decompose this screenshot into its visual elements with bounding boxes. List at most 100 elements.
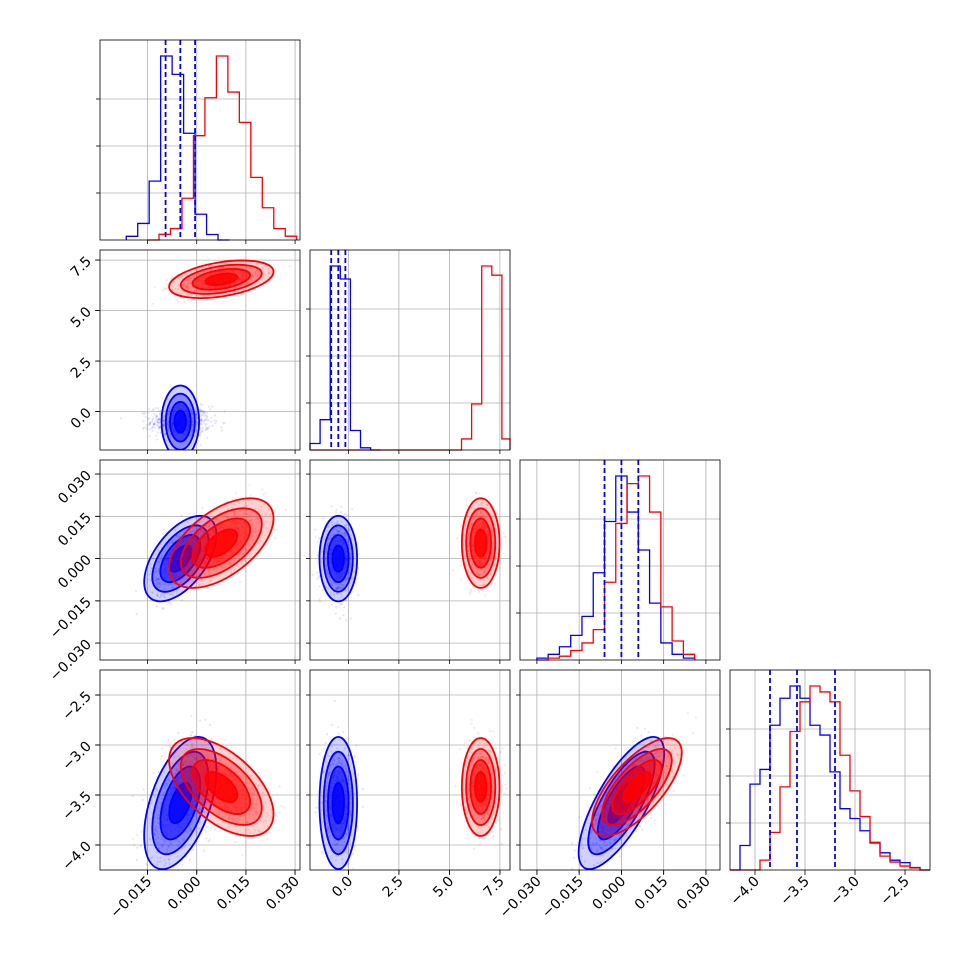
sample-point	[142, 426, 145, 430]
sample-point	[162, 418, 165, 421]
scatter-panel-2-1	[311, 491, 507, 622]
sample-point	[155, 420, 159, 423]
sample-point	[253, 527, 257, 530]
sample-point	[344, 534, 347, 537]
sample-point	[195, 423, 198, 427]
sample-point	[153, 413, 156, 416]
sample-point	[264, 527, 268, 530]
sample-point	[148, 572, 151, 575]
sample-point	[352, 577, 355, 581]
sample-point	[206, 427, 209, 430]
sample-point	[200, 530, 203, 533]
sample-point	[175, 589, 178, 592]
sample-point	[187, 754, 190, 758]
sample-point	[141, 411, 144, 415]
sample-point	[482, 583, 485, 586]
sample-point	[216, 518, 219, 521]
sample-point	[473, 514, 477, 517]
sample-point	[216, 290, 219, 293]
sample-point	[133, 843, 136, 846]
sample-point	[468, 559, 472, 562]
sample-point	[153, 286, 156, 289]
sample-point	[197, 579, 200, 582]
sample-point	[201, 582, 204, 585]
sample-point	[193, 269, 197, 272]
sample-point	[162, 416, 165, 419]
sample-point	[204, 423, 207, 427]
sample-point	[330, 505, 333, 508]
sample-point	[489, 572, 492, 576]
sample-point	[162, 607, 165, 610]
sample-point	[156, 431, 159, 434]
sample-point	[200, 410, 203, 413]
sample-point	[487, 574, 490, 578]
sample-point	[170, 593, 173, 596]
sample-point	[169, 842, 173, 845]
sample-point	[331, 524, 334, 527]
sample-point	[154, 829, 158, 832]
sample-point	[211, 424, 214, 427]
sample-point	[257, 521, 260, 524]
sample-point	[479, 573, 482, 576]
sample-point	[485, 587, 488, 590]
histogram-series-0	[125, 55, 230, 241]
sample-point	[192, 848, 195, 851]
sample-point	[179, 578, 183, 581]
sample-point	[196, 568, 199, 571]
sample-point	[152, 425, 155, 428]
sample-point	[185, 278, 188, 281]
sample-point	[487, 563, 490, 566]
sample-point	[201, 430, 204, 433]
sample-point	[191, 419, 194, 423]
sample-point	[327, 587, 330, 590]
sample-point	[180, 598, 183, 602]
sample-point	[135, 589, 138, 593]
sample-point	[200, 568, 203, 571]
sample-point	[156, 578, 159, 581]
sample-point	[153, 422, 156, 426]
sample-point	[338, 530, 341, 533]
sample-point	[178, 536, 181, 539]
sample-point	[190, 413, 193, 416]
sample-point	[202, 811, 206, 814]
sample-point	[200, 403, 203, 407]
sample-point	[203, 419, 206, 422]
sample-point	[495, 551, 498, 555]
sample-point	[206, 514, 209, 518]
sample-point	[191, 579, 194, 583]
sample-point	[489, 573, 492, 577]
sample-point	[233, 510, 237, 513]
sample-point	[192, 417, 195, 420]
sample-point	[220, 565, 223, 569]
sample-point	[146, 864, 149, 867]
sample-point	[469, 571, 472, 575]
sample-point	[154, 827, 157, 830]
sample-point	[492, 568, 496, 572]
sample-point	[263, 534, 266, 537]
sample-point	[348, 552, 352, 555]
contour-line	[191, 268, 251, 291]
sample-point	[208, 290, 211, 293]
histogram-series-1	[310, 265, 511, 451]
sample-point	[480, 515, 483, 518]
sample-point	[243, 283, 246, 286]
sample-point	[191, 429, 194, 432]
sample-point	[179, 552, 182, 555]
sample-point	[202, 412, 205, 416]
contour-line	[322, 524, 354, 593]
sample-point	[479, 511, 482, 514]
sample-point	[253, 507, 257, 511]
sample-point	[192, 529, 196, 532]
sample-point	[344, 579, 347, 582]
sample-point	[150, 591, 154, 594]
sample-point	[156, 453, 158, 455]
sample-point	[205, 415, 209, 418]
sample-point	[502, 531, 505, 535]
sample-point	[148, 435, 151, 438]
sample-point	[493, 564, 496, 568]
sample-point	[331, 524, 334, 527]
sample-point	[246, 516, 250, 519]
sample-point	[174, 287, 177, 291]
sample-point	[158, 847, 161, 850]
